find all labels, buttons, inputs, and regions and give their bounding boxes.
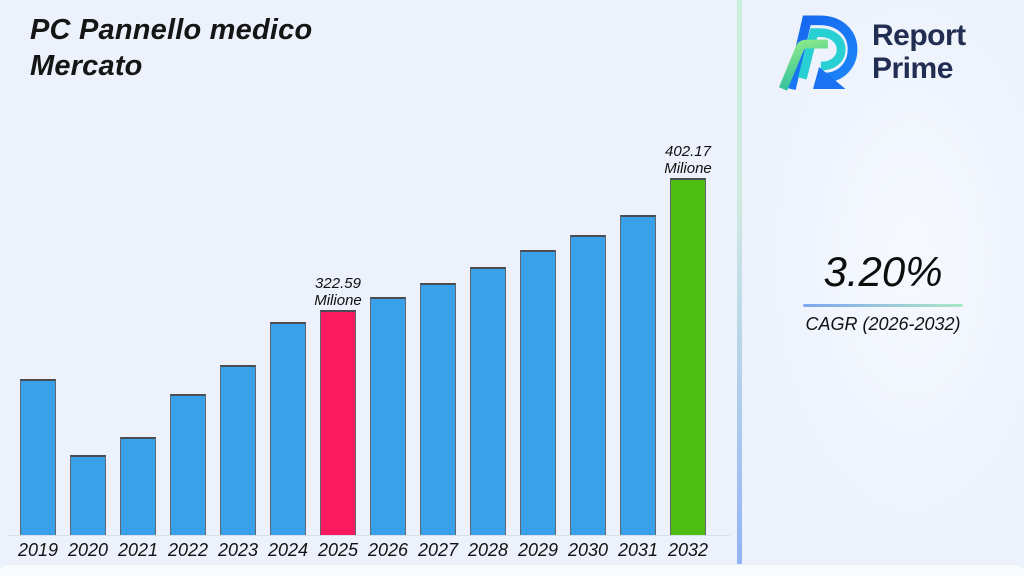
value-label-2025: 322.59 Milione [314,274,362,309]
bar-column-2019 [20,378,56,535]
x-tick-2020: 2020 [67,540,109,560]
x-tick-2022: 2022 [167,540,209,560]
bar-column-2029 [520,250,556,535]
x-tick-2032: 2032 [667,540,709,560]
bar-2019 [20,378,56,535]
brand-name-line1: Report [872,19,966,52]
cagr-block: 3.20% CAGR (2026-2032) [742,248,1024,335]
bar-column-2030 [570,235,606,535]
bar-column-2022 [170,394,206,535]
bar-2024 [270,321,306,535]
cagr-underline [803,304,963,307]
x-tick-2023: 2023 [217,540,259,560]
side-panel: Report Prime 3.20% CAGR (2026-2032) [742,0,1024,576]
page-title-line2: Mercato [30,50,143,82]
x-tick-2027: 2027 [417,540,459,560]
bar-column-2020 [70,454,106,535]
bar-column-2021 [120,436,156,535]
bars: 322.59 Milione 402.17 Milione [20,143,712,535]
x-tick-2026: 2026 [367,540,409,560]
bar-2021 [120,436,156,535]
x-tick-2019: 2019 [17,540,59,560]
chart-area: PC Pannello medico Mercato 322.59 Milion… [8,12,730,561]
bar-column-2032: 402.17 Milione [664,143,712,535]
bar-2031 [620,214,656,535]
brand-name-line2: Prime [872,52,953,85]
vertical-divider [737,0,742,576]
bar-2025: 322.59 Milione [314,275,362,535]
x-tick-2021: 2021 [117,540,159,560]
x-tick-2030: 2030 [567,540,609,560]
bar-2027 [420,282,456,535]
bar-column-2031 [620,214,656,535]
x-tick-2031: 2031 [617,540,659,560]
bar-2026 [370,297,406,535]
bar-2028 [470,266,506,535]
bar-column-2025: 322.59 Milione [314,275,362,535]
x-axis-labels: 2019 2020 2021 2022 2023 2024 2025 2026 2027 2028… [17,540,709,561]
x-tick-2029: 2029 [517,540,559,560]
bar-column-2024 [270,321,306,535]
bar-2023 [220,364,256,535]
page-title-line1: PC Pannello medico [30,14,313,46]
bar-2032: 402.17 Milione [664,143,712,535]
x-tick-2024: 2024 [267,540,309,560]
bar-2029 [520,250,556,535]
brand-name: Report Prime [872,19,966,85]
cagr-label: CAGR (2026-2032) [805,314,961,334]
x-axis-baseline [8,535,730,536]
brand: Report Prime [776,8,966,96]
bar-column-2027 [420,282,456,535]
bar-2022 [170,394,206,535]
cagr-value: 3.20% [823,248,943,295]
bar-2020 [70,454,106,535]
bar-column-2028 [470,266,506,535]
value-label-2032: 402.17 Milione [664,143,712,178]
bar-column-2023 [220,364,256,535]
x-tick-2025: 2025 [317,540,359,560]
bar-2030 [570,235,606,535]
footer-strip [0,564,1024,576]
report-prime-logo-icon [778,15,858,91]
x-tick-2028: 2028 [467,540,509,560]
page-title: PC Pannello medico Mercato [30,12,312,84]
bar-column-2026 [370,297,406,535]
